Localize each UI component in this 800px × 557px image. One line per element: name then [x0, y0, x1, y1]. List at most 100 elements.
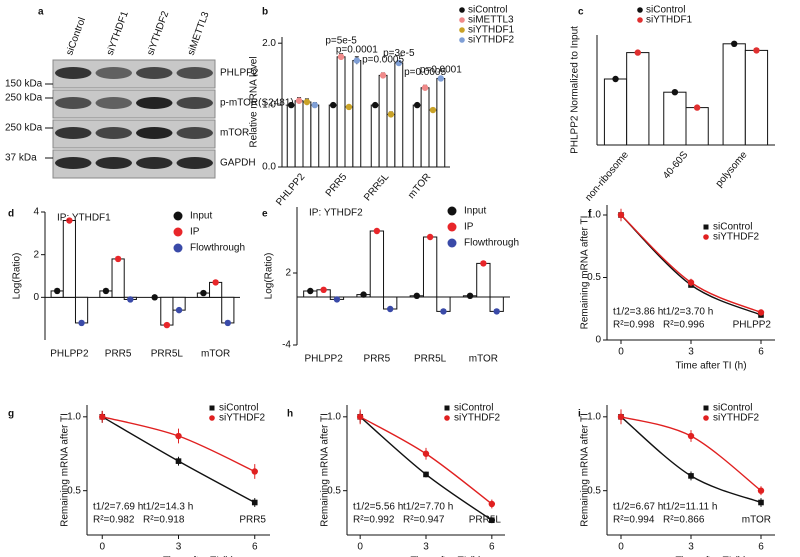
- y-tick-label: -4: [282, 340, 291, 351]
- data-point: [488, 500, 496, 508]
- legend-marker: [703, 405, 709, 411]
- y-tick-label: 0.5: [587, 272, 601, 283]
- bar: [386, 113, 396, 168]
- blot-band: [95, 97, 132, 109]
- data-point: [757, 309, 765, 316]
- marker-label: 37 kDa: [5, 153, 37, 164]
- data-dot: [53, 287, 61, 295]
- data-dot: [78, 319, 85, 327]
- lane-label: siYTHDF2: [145, 9, 171, 57]
- data-dot: [426, 233, 434, 241]
- r-squared: R²=0.992: [353, 515, 395, 526]
- y-axis-label: PHLPP2 Normalized to Input: [570, 26, 581, 154]
- blot-band: [136, 157, 173, 169]
- data-dot: [303, 98, 311, 106]
- band-label: mTOR: [220, 128, 249, 139]
- legend-marker: [703, 234, 709, 240]
- half-life: t1/2=14.3 h: [143, 502, 193, 513]
- blot-band: [136, 127, 173, 139]
- data-dot: [373, 227, 381, 235]
- lane-label: siYTHDF1: [105, 9, 131, 57]
- x-tick-label: non-ribosome: [583, 149, 631, 203]
- bar: [436, 77, 446, 168]
- data-dot: [66, 217, 73, 224]
- x-tick-label: mTOR: [469, 354, 498, 365]
- data-dot: [320, 286, 327, 293]
- y-tick-label: 2.0: [262, 38, 276, 49]
- panel-letter: i: [578, 409, 581, 420]
- blot-band: [136, 67, 173, 79]
- data-dot: [307, 287, 314, 295]
- half-life: t1/2=11.11 h: [663, 502, 717, 513]
- legend-marker: [459, 27, 465, 33]
- data-dot: [371, 101, 379, 109]
- legend-label: IP: [464, 222, 474, 233]
- blot-band: [55, 97, 92, 109]
- data-point: [251, 499, 258, 506]
- x-tick-label: 6: [758, 542, 764, 553]
- y-tick-label: 0.5: [587, 485, 601, 496]
- data-dot: [200, 289, 207, 297]
- y-axis-label: Remaining mRNA after TI: [320, 413, 331, 527]
- x-tick-label: 6: [252, 542, 258, 553]
- data-dot: [163, 321, 171, 329]
- x-tick-label: 0: [618, 542, 624, 553]
- x-tick-label: 0: [357, 542, 363, 553]
- blot-band: [95, 127, 132, 139]
- y-axis-label: Log(Ratio): [264, 253, 275, 300]
- y-tick-label: 0.5: [67, 485, 81, 496]
- data-dot: [429, 106, 437, 114]
- bar: [302, 101, 312, 168]
- x-tick-label: 3: [688, 542, 694, 553]
- lane-label: siMETTL3: [186, 10, 212, 57]
- blot-band: [136, 97, 173, 109]
- p-value: p=5e-5: [325, 35, 357, 46]
- data-point: [617, 413, 625, 421]
- data-point: [175, 458, 182, 464]
- data-dot: [612, 75, 619, 83]
- blot-band: [176, 157, 213, 169]
- band-label: PHLPP2: [220, 68, 259, 79]
- bar: [378, 74, 388, 168]
- data-point: [617, 211, 625, 219]
- data-dot: [437, 75, 445, 82]
- p-value: p=0.0001: [336, 44, 378, 55]
- data-dot: [395, 59, 403, 67]
- blot-band: [176, 127, 213, 139]
- legend-label: siYTHDF2: [468, 35, 515, 46]
- legend-marker: [209, 415, 215, 421]
- bar: [744, 49, 769, 146]
- bar: [352, 60, 362, 168]
- legend-label: siControl: [468, 5, 507, 16]
- bar: [412, 104, 422, 168]
- x-tick-label: 3: [688, 347, 694, 358]
- data-dot: [387, 111, 395, 118]
- blot-band: [176, 67, 213, 79]
- bar: [294, 100, 304, 168]
- legend-label: siYTHDF2: [713, 413, 760, 424]
- legend-label: IP: [190, 227, 200, 238]
- panel-letter: c: [578, 7, 584, 18]
- y-tick-label: 1.0: [587, 411, 601, 422]
- r-squared: R²=0.982: [93, 515, 135, 526]
- data-dot: [480, 260, 487, 267]
- blot-band: [55, 67, 92, 79]
- data-dot: [466, 292, 474, 299]
- data-point: [175, 432, 182, 440]
- x-axis-label: Time after TI (h): [410, 556, 481, 557]
- y-tick-label: 1.0: [67, 411, 81, 422]
- legend-label: siYTHDF1: [646, 15, 693, 26]
- x-axis-label: Time after TI (h): [163, 556, 234, 557]
- marker-label: 150 kDa: [5, 79, 43, 90]
- data-dot: [671, 89, 679, 96]
- legend-label: siControl: [219, 403, 258, 414]
- x-tick-label: PRR5L: [151, 349, 184, 360]
- band-label: GAPDH: [220, 158, 256, 169]
- bar: [626, 52, 650, 146]
- bar: [722, 43, 746, 146]
- bar: [476, 262, 491, 298]
- legend-label: siControl: [713, 403, 752, 414]
- x-tick-label: 0: [618, 347, 624, 358]
- data-point: [758, 499, 764, 506]
